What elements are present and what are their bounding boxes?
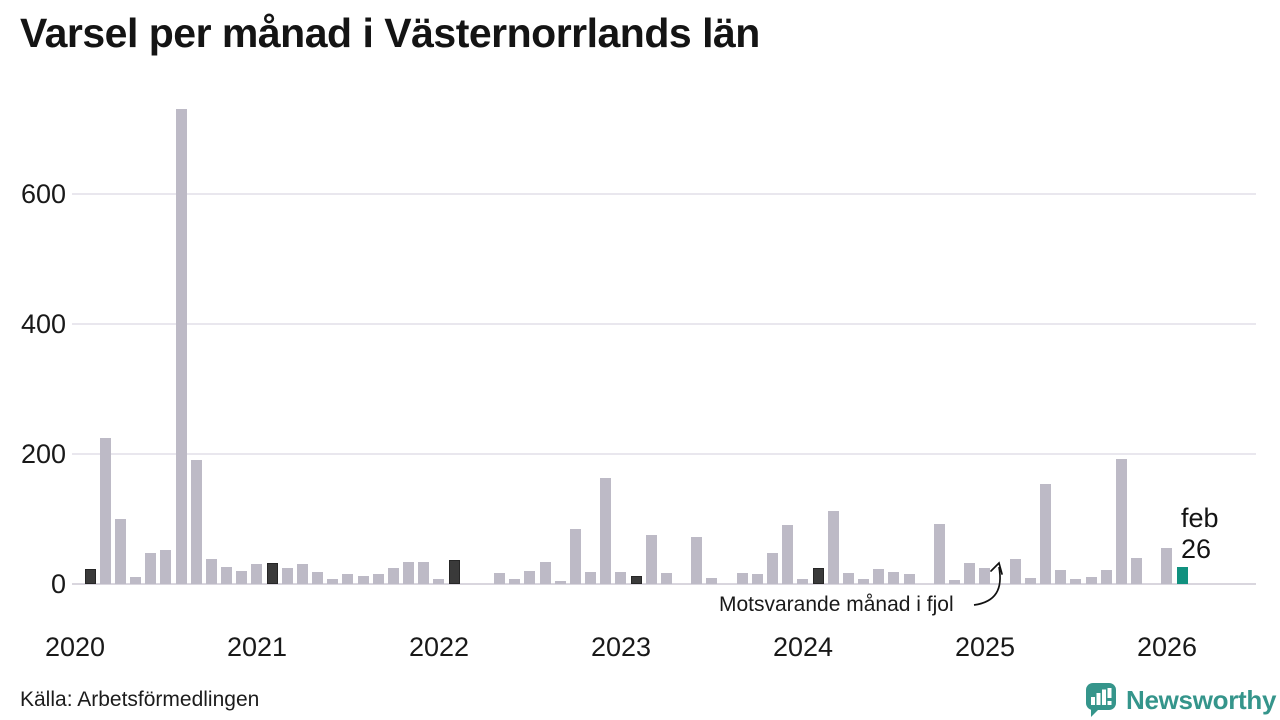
bar-okt-2020 bbox=[205, 559, 217, 584]
newsworthy-logo-text: Newsworthy bbox=[1126, 684, 1277, 715]
bar-maj-2024 bbox=[858, 579, 869, 584]
newsworthy-logo-icon bbox=[1086, 683, 1116, 717]
bar-mar-2024 bbox=[827, 511, 839, 584]
bar-jan-2022 bbox=[433, 579, 445, 584]
bar-jul-2020 bbox=[160, 550, 172, 584]
bar-mar-2023 bbox=[645, 535, 657, 584]
bar-feb-2020 bbox=[84, 569, 96, 584]
bar-dec-2021 bbox=[418, 562, 430, 584]
bar-sep-2023 bbox=[736, 573, 748, 584]
bar-jun-2024 bbox=[873, 569, 885, 584]
bar-okt-2021 bbox=[387, 568, 399, 584]
bar-jan-2023 bbox=[615, 572, 627, 584]
bar-dec-2024 bbox=[964, 563, 976, 584]
bar-apr-2024 bbox=[842, 573, 854, 584]
latest-bar-label: feb 26 bbox=[1181, 503, 1219, 565]
latest-bar-label-year: 26 bbox=[1181, 534, 1212, 564]
bar-jun-2022 bbox=[509, 579, 521, 584]
bar-apr-2021 bbox=[296, 564, 308, 584]
annotation-same-month-last-year: Motsvarande månad i fjol bbox=[719, 593, 954, 616]
source-caption: Källa: Arbetsförmedlingen bbox=[20, 688, 260, 711]
bar-sep-2025 bbox=[1100, 570, 1112, 584]
bar-feb-2026 bbox=[1176, 567, 1188, 584]
bar-aug-2020 bbox=[175, 109, 187, 584]
gridline-y200 bbox=[72, 453, 1256, 455]
x-tick-label-2025: 2025 bbox=[954, 632, 1016, 662]
bar-apr-2020 bbox=[114, 519, 126, 584]
bar-mar-2020 bbox=[99, 438, 111, 584]
bar-maj-2022 bbox=[494, 573, 505, 584]
bar-feb-2022 bbox=[448, 560, 460, 584]
gridline-y600 bbox=[72, 193, 1256, 195]
annotation-arrow bbox=[973, 561, 1003, 606]
brand-lockup: Newsworthy bbox=[1083, 682, 1276, 718]
bar-jan-2024 bbox=[797, 579, 809, 584]
x-tick-label-2021: 2021 bbox=[226, 632, 288, 662]
bar-maj-2025 bbox=[1040, 484, 1051, 584]
bar-dec-2023 bbox=[782, 525, 794, 584]
bar-mar-2021 bbox=[281, 568, 293, 584]
bar-aug-2022 bbox=[539, 562, 551, 584]
bar-aug-2021 bbox=[357, 576, 369, 584]
latest-bar-label-month: feb bbox=[1181, 503, 1219, 533]
y-tick-label: 0 bbox=[50, 569, 66, 599]
bar-aug-2024 bbox=[903, 574, 915, 584]
bar-okt-2024 bbox=[933, 524, 945, 584]
bar-sep-2020 bbox=[190, 460, 202, 584]
bar-sep-2021 bbox=[372, 574, 384, 584]
bar-sep-2022 bbox=[554, 581, 566, 584]
bar-feb-2024 bbox=[812, 568, 824, 584]
bar-jul-2023 bbox=[706, 578, 718, 584]
bar-jun-2025 bbox=[1055, 570, 1067, 584]
x-tick-label-2026: 2026 bbox=[1136, 632, 1198, 662]
y-tick-label: 200 bbox=[20, 439, 66, 469]
bar-apr-2025 bbox=[1024, 578, 1036, 584]
bar-nov-2021 bbox=[403, 562, 414, 584]
bar-apr-2023 bbox=[660, 573, 672, 584]
bar-dec-2020 bbox=[236, 571, 248, 584]
bar-aug-2025 bbox=[1085, 577, 1097, 584]
bar-nov-2024 bbox=[949, 580, 960, 584]
x-tick-label-2024: 2024 bbox=[772, 632, 834, 662]
bar-jun-2023 bbox=[691, 537, 703, 584]
bar-jul-2025 bbox=[1070, 579, 1082, 584]
bar-feb-2023 bbox=[630, 576, 642, 584]
x-tick-label-2022: 2022 bbox=[408, 632, 470, 662]
bar-nov-2022 bbox=[585, 572, 596, 584]
bar-jun-2021 bbox=[327, 579, 339, 584]
bar-nov-2020 bbox=[221, 567, 232, 584]
bar-jun-2020 bbox=[145, 553, 157, 584]
x-axis-baseline bbox=[72, 583, 1256, 585]
bar-nov-2023 bbox=[767, 553, 778, 584]
bar-jan-2025 bbox=[979, 568, 991, 584]
bar-okt-2022 bbox=[569, 529, 581, 584]
gridline-y400 bbox=[72, 323, 1256, 325]
x-tick-label-2020: 2020 bbox=[44, 632, 106, 662]
y-tick-label: 600 bbox=[20, 179, 66, 209]
bar-jul-2024 bbox=[888, 572, 900, 584]
bar-okt-2023 bbox=[751, 574, 763, 584]
bar-maj-2021 bbox=[312, 572, 323, 584]
bar-jan-2021 bbox=[251, 564, 263, 584]
y-tick-label: 400 bbox=[20, 309, 66, 339]
bar-nov-2025 bbox=[1131, 558, 1142, 584]
chart-title: Varsel per månad i Västernorrlands län bbox=[20, 10, 760, 56]
bar-okt-2025 bbox=[1115, 459, 1127, 584]
bar-jan-2026 bbox=[1161, 548, 1173, 584]
bar-jul-2022 bbox=[524, 571, 536, 584]
bar-feb-2021 bbox=[266, 563, 278, 584]
bar-dec-2022 bbox=[600, 478, 612, 584]
bar-maj-2020 bbox=[130, 577, 141, 584]
bar-mar-2025 bbox=[1009, 559, 1021, 584]
x-tick-label-2023: 2023 bbox=[590, 632, 652, 662]
bar-jul-2021 bbox=[342, 574, 354, 584]
